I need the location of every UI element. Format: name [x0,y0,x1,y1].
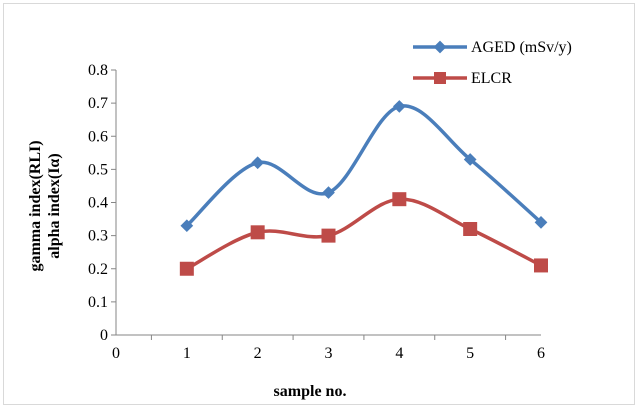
y-tick-label: 0.2 [88,261,108,278]
y-tick-label: 0.5 [88,161,108,178]
data-point-aged [180,219,194,233]
data-point-elcr [321,228,336,243]
legend-item-elcr: ELCR [413,70,512,87]
data-point-aged [251,156,265,170]
y-tick-label: 0.1 [88,294,108,311]
data-point-elcr [534,258,548,273]
legend: AGED (mSv/y) ELCR [413,39,572,87]
data-point-elcr [463,222,478,236]
data-point-elcr [179,261,194,276]
y-axis-title-line-2: alpha index(Iα) [46,153,63,258]
y-tick-label: 0.7 [88,95,108,112]
data-point-aged [322,186,335,199]
legend-item-aged: AGED (mSv/y) [413,39,572,56]
axes [111,69,541,340]
x-tick-label: 2 [254,345,262,362]
series-line-aged [185,104,543,227]
series-line-elcr [186,197,542,271]
data-point-elcr [392,192,407,207]
y-axis-title: gamma index(RLI) alpha index(Iα) [27,140,63,271]
series-lines [185,104,543,271]
y-tick-label: 0 [100,327,108,344]
y-tick-label: 0.6 [88,128,108,145]
legend-label-elcr: ELCR [471,70,512,87]
y-tick-label: 0.3 [88,228,108,245]
data-point-aged [463,153,477,166]
data-point-elcr [250,225,265,240]
data-point-aged [392,100,406,113]
x-tick-label: 6 [537,345,545,362]
legend-marker-aged [433,40,447,54]
x-tick-label: 4 [395,345,403,362]
x-tick-labels: 0 1 2 3 4 5 6 [112,345,545,362]
y-tick-label: 0.4 [88,195,108,212]
legend-label-aged: AGED (mSv/y) [471,39,572,56]
x-tick-label: 1 [183,345,191,362]
series-markers [179,100,548,276]
chart-frame [3,3,635,405]
x-tick-label: 0 [112,345,120,362]
y-axis-title-line-1: gamma index(RLI) [27,140,44,271]
x-tick-label: 5 [466,345,474,362]
y-tick-labels: 0 0.1 0.2 0.3 0.4 0.5 0.6 0.7 0.8 [88,62,108,344]
y-tick-label: 0.8 [88,62,108,79]
legend-marker-elcr [434,72,446,84]
x-axis-title: sample no. [274,383,347,400]
x-tick-label: 3 [325,345,333,362]
